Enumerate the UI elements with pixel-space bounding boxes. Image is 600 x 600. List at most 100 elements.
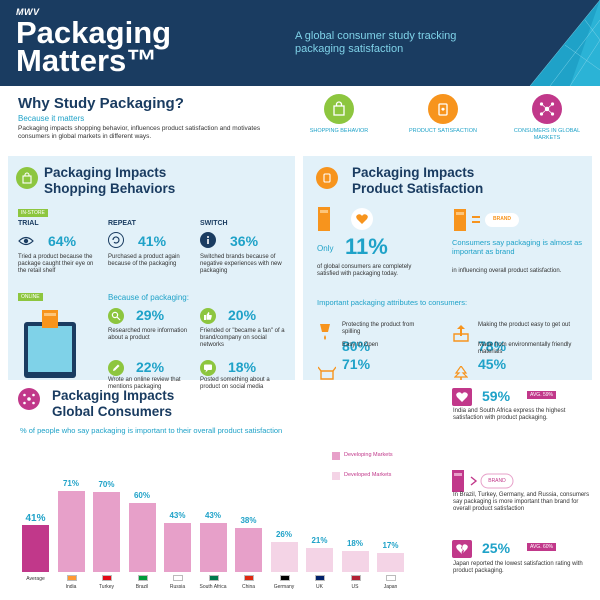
page-title-line1: Packaging [16,15,172,50]
global-title-line2: Global Consumers [52,404,173,419]
category-label: Turkey [98,584,115,590]
brand-compare-desc: In Brazil, Turkey, Germany, and Russia, … [453,492,590,512]
legend-swatch-developed [332,472,340,480]
page-title-line2: Matters™ [16,43,158,78]
fan-stat: 20% [228,307,257,323]
flag-icon [102,575,112,581]
bar-value-label: 70% [98,479,115,489]
chat-bubble-icon [200,360,216,376]
bar-value-label: 41% [25,512,46,524]
lowest-desc: Japan reported the lowest satisfaction r… [453,561,583,574]
repeat-desc: Purchased a product again because of the… [108,254,180,267]
magnifier-icon [108,308,124,324]
highest-stat: 59% [482,388,511,404]
bar-value-label: 60% [133,491,150,501]
tree-icon [453,364,469,380]
only-label: Only [317,244,334,253]
flag-icon [315,575,325,581]
bar-brazil [128,503,156,572]
category-label: SHOPPING BEHAVIOR [309,128,369,134]
package-vs-brand-icon: BRAND [452,470,514,492]
repeat-stat: 41% [138,233,167,249]
attr-spill-value: 80% [342,338,371,354]
attr-open-value: 71% [342,356,371,372]
attr-open-label: Easy to Open [342,342,379,348]
category-label: South Africa [199,584,227,590]
tagline: A global consumer study tracking packagi… [295,30,457,55]
brand-desc: in influencing overall product satisfact… [452,268,562,274]
bar-value-label: 21% [311,535,328,545]
bar-value-label: 38% [240,516,257,526]
why-body: Packaging impacts shopping behavior, inf… [18,125,261,140]
eye-icon [18,234,34,246]
category-label: Germany [273,584,295,590]
bar-china [235,528,262,572]
research-stat: 29% [136,307,165,323]
research-desc: Researched more information about a prod… [108,328,188,341]
broken-heart-icon [452,540,472,558]
category-shopping: SHOPPING BEHAVIOR [304,94,374,135]
flag-icon [244,575,254,581]
why-section: Why Study Packaging? Because it matters … [0,86,600,154]
bar-value-label: 43% [204,510,221,520]
category-label: UK [316,584,323,590]
post-desc: Posted something about a product on soci… [200,377,270,390]
attr-easy-out-value: 78% [478,338,507,354]
flag-icon [279,575,290,581]
switch-stat: 36% [230,233,259,249]
bar-us [341,551,369,572]
spill-icon [318,322,332,342]
satisfied-desc: of global consumers are completely satis… [317,264,412,277]
box-arrow-up-icon [452,324,470,342]
category-label: PRODUCT SATISFACTION [409,128,477,134]
why-subtitle: Because it matters [18,114,85,123]
legend-developed: Developed Markets [344,472,392,478]
legend-developing: Developing Markets [344,452,393,458]
bar-value-label: 71% [62,478,79,488]
instore-tag: IN-STORE [18,209,48,217]
fan-desc: Friended or "became a fan" of a brand/co… [200,328,285,348]
category-satisfaction: PRODUCT SATISFACTION [408,94,478,135]
attributes-heading: Important packaging attributes to consum… [317,298,468,307]
tablet-icon [20,310,80,380]
attr-spill-label: Protecting the product from spilling [342,322,415,335]
people-network-icon [18,388,40,410]
switch-desc: Switched brands because of negative expe… [200,254,282,274]
post-stat: 18% [228,359,257,375]
brand-logo: MWV [16,7,40,17]
category-label: India [65,584,77,590]
info-icon [200,232,216,248]
category-label: Japan [383,584,398,590]
box-icon [428,94,458,124]
shopping-bag-icon [16,167,38,189]
product-heart-icon [316,205,376,233]
triangle-pattern-icon [529,0,600,86]
open-box-icon [317,366,337,380]
flag-icon [137,575,148,581]
attr-eco-value: 45% [478,356,507,372]
box-icon [316,167,338,189]
refresh-icon [108,232,124,248]
category-global: CONSUMERS IN GLOBAL MARKETS [512,94,582,141]
chart-subtitle: % of people who say packaging is importa… [20,426,283,435]
bar-japan [377,552,404,572]
thumbs-up-icon [200,308,216,324]
bar-india [57,490,85,572]
bar-turkey [93,491,120,572]
category-label: Russia [169,584,186,590]
shopping-title-line2: Shopping Behaviors [44,181,176,196]
bar-uk [306,547,333,572]
flag-icon [350,575,361,581]
header-banner: MWV Packaging Matters™ A global consumer… [0,0,600,86]
bar-value-label: 26% [275,530,292,540]
brand-pill-2: BRAND [488,478,506,484]
package-equals-brand-icon: BRAND [452,207,522,233]
review-desc: Wrote an online review that mentions pac… [108,377,181,390]
bar-south-africa [199,522,227,572]
attr-easy-out-label: Making the product easy to get out [478,322,571,328]
trial-heading: TRIAL [18,220,39,227]
brand-pill: BRAND [492,216,512,222]
lowest-stat: 25% [482,540,511,556]
trial-desc: Tried a product because the package caug… [18,254,94,274]
legend-swatch-developing [332,452,340,460]
